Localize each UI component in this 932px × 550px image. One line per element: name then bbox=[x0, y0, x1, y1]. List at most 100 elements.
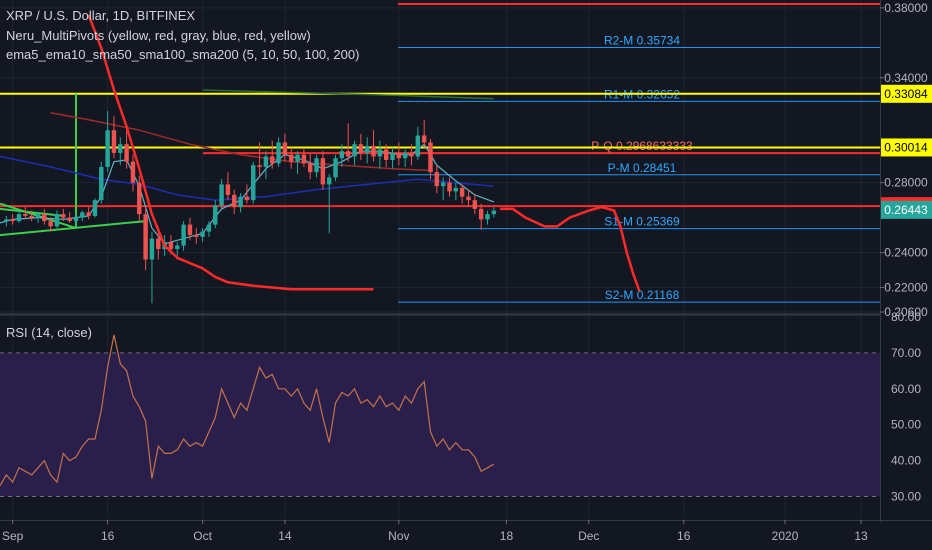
candle-body[interactable] bbox=[23, 214, 28, 216]
candle-body[interactable] bbox=[263, 156, 269, 167]
price-axis-tick-label: 0.20600 bbox=[884, 305, 928, 319]
candle-body[interactable] bbox=[156, 238, 161, 250]
candle-body[interactable] bbox=[206, 224, 212, 232]
candle-body[interactable] bbox=[466, 196, 471, 201]
candle-body[interactable] bbox=[326, 177, 332, 185]
candle-body[interactable] bbox=[111, 130, 117, 153]
candle-body[interactable] bbox=[42, 214, 47, 222]
candle-body[interactable] bbox=[232, 194, 237, 208]
candle-body[interactable] bbox=[459, 187, 465, 197]
candle-body[interactable] bbox=[295, 154, 300, 162]
candle-body[interactable] bbox=[308, 163, 313, 173]
candle-body[interactable] bbox=[48, 221, 53, 227]
rsi-pane: RSI (14, close) bbox=[0, 325, 880, 497]
price-axis-marker[interactable] bbox=[881, 138, 932, 157]
candle-body[interactable] bbox=[383, 149, 389, 160]
candle-body[interactable] bbox=[219, 184, 224, 206]
candle-body[interactable] bbox=[339, 151, 345, 159]
candle-body[interactable] bbox=[409, 152, 414, 157]
candle-body[interactable] bbox=[143, 214, 148, 260]
candle-body[interactable] bbox=[29, 215, 34, 218]
candle-body[interactable] bbox=[105, 130, 110, 167]
candle-body[interactable] bbox=[371, 145, 376, 157]
candle-body[interactable] bbox=[270, 156, 275, 164]
time-axis-tick-label: 18 bbox=[500, 529, 514, 543]
time-axis-tick-label: 16 bbox=[677, 529, 691, 543]
candle-body[interactable] bbox=[181, 224, 186, 246]
candle-body[interactable] bbox=[244, 196, 250, 201]
candle-body[interactable] bbox=[352, 144, 357, 157]
candle-body[interactable] bbox=[175, 245, 180, 250]
candle-body[interactable] bbox=[289, 154, 294, 162]
candle-body[interactable] bbox=[434, 172, 440, 187]
candle-body[interactable] bbox=[99, 166, 104, 201]
candle-body[interactable] bbox=[345, 151, 351, 157]
candle-body[interactable] bbox=[314, 158, 319, 173]
candle-body[interactable] bbox=[276, 142, 281, 164]
time-axis-tick-label: Oct bbox=[193, 529, 212, 543]
price-axis-marker[interactable] bbox=[881, 84, 932, 103]
candle-body[interactable] bbox=[92, 200, 98, 216]
candle-body[interactable] bbox=[453, 187, 459, 192]
candle-body[interactable] bbox=[358, 144, 364, 153]
candle-body[interactable] bbox=[491, 210, 497, 215]
candle-body[interactable] bbox=[4, 219, 9, 222]
candle-body[interactable] bbox=[16, 214, 22, 222]
candle-body[interactable] bbox=[80, 212, 85, 218]
candle-body[interactable] bbox=[440, 182, 446, 187]
candle-body[interactable] bbox=[61, 214, 66, 218]
candle-body[interactable] bbox=[478, 208, 484, 220]
price-axis-tick-label: 0.34000 bbox=[884, 71, 928, 85]
rsi-title[interactable]: RSI (14, close) bbox=[6, 325, 92, 340]
candle-body[interactable] bbox=[86, 212, 91, 216]
candle-body[interactable] bbox=[35, 214, 41, 218]
candle-body[interactable] bbox=[301, 154, 307, 164]
candle-body[interactable] bbox=[200, 231, 205, 237]
candle-body[interactable] bbox=[168, 242, 174, 250]
candle-body[interactable] bbox=[377, 149, 383, 157]
rsi-axis-tick-label: 50.00 bbox=[891, 418, 921, 432]
candle-body[interactable] bbox=[187, 224, 193, 236]
candle-body[interactable] bbox=[54, 214, 60, 227]
projection-curve-future bbox=[500, 205, 641, 292]
candle-body[interactable] bbox=[472, 200, 478, 209]
candle-body[interactable] bbox=[124, 144, 129, 162]
candle-body[interactable] bbox=[213, 205, 218, 225]
time-axis-tick-label: 2020 bbox=[772, 529, 799, 543]
rsi-line bbox=[0, 334, 495, 487]
candle-body[interactable] bbox=[130, 161, 136, 183]
candle-body[interactable] bbox=[118, 144, 123, 153]
candle-body[interactable] bbox=[364, 145, 370, 153]
pivot-level-label: P-Q 0.2968633333 bbox=[591, 139, 693, 153]
price-axis[interactable]: 0.380000.340000.300000.280000.240000.220… bbox=[880, 0, 932, 550]
candle-body[interactable] bbox=[421, 135, 427, 143]
candle-body[interactable] bbox=[282, 142, 288, 155]
candle-body[interactable] bbox=[320, 158, 326, 185]
price-axis-marker[interactable] bbox=[881, 200, 932, 219]
price-axis-tick-label: 0.24000 bbox=[884, 246, 928, 260]
candle-body[interactable] bbox=[415, 135, 421, 157]
candle-body[interactable] bbox=[10, 219, 15, 222]
candle-body[interactable] bbox=[238, 196, 243, 208]
candle-body[interactable] bbox=[333, 158, 338, 178]
candle-body[interactable] bbox=[67, 217, 72, 222]
time-axis[interactable]: Sep 16 Oct 14 Nov 18 Dec 16 2020 13 bbox=[0, 520, 932, 543]
candle-body[interactable] bbox=[194, 235, 199, 237]
candle-body[interactable] bbox=[137, 182, 142, 215]
candle-body[interactable] bbox=[447, 182, 452, 192]
candle-body[interactable] bbox=[73, 217, 79, 222]
candle-body[interactable] bbox=[402, 152, 408, 159]
projection-curve bbox=[87, 14, 374, 291]
ma-slow-line bbox=[202, 89, 494, 100]
rsi-axis-tick-label: 80.00 bbox=[891, 310, 921, 324]
time-axis-tick-label: Sep bbox=[2, 529, 24, 543]
candle-body[interactable] bbox=[428, 142, 433, 173]
candle-body[interactable] bbox=[390, 152, 395, 160]
candle-body[interactable] bbox=[251, 165, 256, 201]
candle-body[interactable] bbox=[149, 238, 155, 260]
candle-body[interactable] bbox=[225, 184, 231, 195]
candle-body[interactable] bbox=[257, 165, 262, 167]
candle-body[interactable] bbox=[396, 152, 402, 159]
candle-body[interactable] bbox=[485, 214, 490, 220]
